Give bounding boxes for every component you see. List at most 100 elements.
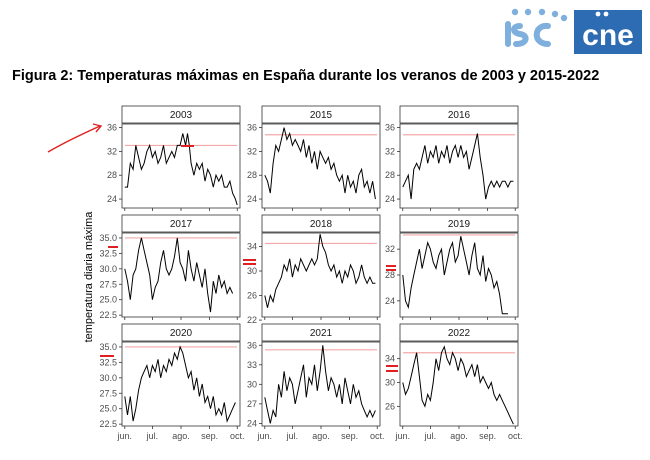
y-tick-label: 25.0 — [99, 404, 117, 414]
strip-2016 — [399, 105, 519, 124]
y-tick-label: 22.5 — [99, 310, 117, 320]
series-line-2021 — [264, 345, 376, 424]
y-tick-label: 25.0 — [99, 295, 117, 305]
strip-label-2020: 2020 — [170, 328, 193, 339]
strip-2015 — [261, 105, 381, 124]
x-tick-label: jul. — [146, 431, 159, 441]
plot-area-2022 — [399, 341, 519, 427]
x-tick-label: ago. — [172, 431, 190, 441]
x-tick-label: oct. — [508, 431, 523, 441]
y-tick-label: 32 — [107, 146, 117, 156]
panel-2017: 2017 22.5 25.0 27.5 30.0 32.5 35.0 — [99, 214, 241, 320]
strip-2019 — [399, 214, 519, 233]
y-tick-label: 26 — [385, 401, 395, 411]
figure-title: Figura 2: Temperaturas máximas en España… — [12, 68, 600, 84]
strip-2021 — [261, 323, 381, 342]
y-tick-label: 34 — [385, 354, 395, 364]
x-tick-label: jun. — [395, 431, 411, 441]
y-tick-label: 32.5 — [99, 248, 117, 258]
panel-2016: 2016 24 28 32 36 — [385, 105, 519, 211]
x-tick-label: ago. — [312, 431, 330, 441]
y-tick-label: 36 — [247, 123, 257, 133]
plot-area-2015 — [261, 123, 381, 209]
series-line-2019 — [402, 236, 508, 315]
y-tick-label: 26 — [247, 291, 257, 301]
strip-label-2003: 2003 — [170, 110, 193, 121]
strip-label-2019: 2019 — [448, 219, 471, 230]
strip-label-2015: 2015 — [310, 110, 333, 121]
panel-2018: 2018 22 26 30 34 — [247, 214, 381, 325]
x-tick-label: sep. — [479, 431, 496, 441]
series-line-2018 — [264, 234, 376, 308]
y-tick-label: 36 — [247, 340, 257, 350]
strip-label-2021: 2021 — [310, 328, 333, 339]
y-tick-label: 24 — [385, 194, 395, 204]
series-line-2015 — [264, 127, 376, 200]
y-tick-label: 28 — [107, 170, 117, 180]
panel-2020: 2020 22.5 25.0 27.5 30.0 32.5 35.0 jun. jul. ago.… — [99, 323, 245, 441]
x-tick-label: jul. — [286, 431, 299, 441]
plot-area-2003 — [121, 123, 241, 209]
y-tick-label: 32 — [385, 146, 395, 156]
annotation-arrowhead — [92, 123, 103, 133]
x-tick-label: jul. — [424, 431, 437, 441]
x-tick-label: jun. — [117, 431, 133, 441]
y-tick-label: 30 — [385, 378, 395, 388]
x-tick-label: oct. — [370, 431, 385, 441]
y-tick-label: 24 — [385, 296, 395, 306]
y-tick-label: 35.0 — [99, 342, 117, 352]
panel-2022: 2022 26 30 34 jun. jul. ago. sep. oct. — [385, 323, 523, 441]
logo-cne-box — [574, 10, 642, 54]
strip-2022 — [399, 323, 519, 342]
y-tick-label: 33 — [247, 360, 257, 370]
hand-annotations — [47, 123, 398, 372]
y-tick-label: 24 — [247, 194, 257, 204]
y-tick-label: 28 — [247, 170, 257, 180]
y-axis-label: temperatura diaria máxima — [83, 211, 95, 343]
strip-label-2016: 2016 — [448, 110, 471, 121]
cne-logo: cne — [505, 8, 642, 54]
series-line-2020 — [124, 345, 236, 423]
logo-cne-text: cne — [582, 19, 634, 52]
y-tick-label: 32 — [385, 244, 395, 254]
strip-label-2017: 2017 — [170, 219, 193, 230]
y-tick-label: 22 — [247, 315, 257, 325]
y-tick-label: 28 — [385, 170, 395, 180]
y-tick-label: 34 — [247, 241, 257, 251]
series-line-2003 — [124, 133, 238, 206]
y-tick-label: 27 — [247, 399, 257, 409]
y-tick-label: 28 — [385, 270, 395, 280]
panel-2015: 2015 24 28 32 36 — [247, 105, 381, 211]
plot-area-2018 — [261, 232, 381, 318]
y-tick-label: 27.5 — [99, 388, 117, 398]
y-tick-label: 32 — [247, 146, 257, 156]
plot-area-2021 — [261, 341, 381, 427]
y-tick-label: 35.0 — [99, 233, 117, 243]
series-line-2016 — [402, 133, 514, 200]
y-tick-label: 30 — [247, 379, 257, 389]
panel-2019: 2019 24 28 32 — [385, 214, 519, 320]
y-tick-label: 27.5 — [99, 279, 117, 289]
y-tick-label: 24 — [247, 418, 257, 428]
x-tick-label: ago. — [450, 431, 468, 441]
strip-label-2018: 2018 — [310, 219, 333, 230]
y-tick-label: 30.0 — [99, 264, 117, 274]
x-tick-label: oct. — [230, 431, 245, 441]
strip-label-2022: 2022 — [448, 328, 471, 339]
y-tick-label: 22.5 — [99, 419, 117, 429]
chart-panels: 2003 24 28 32 36 2015 24 28 32 36 2016 24 28 32 36 2017… — [99, 105, 523, 441]
panel-2021: 2021 24 27 30 33 36 jun. jul. ago. sep. oct. — [247, 323, 385, 441]
x-tick-label: jun. — [257, 431, 273, 441]
series-line-2022 — [402, 345, 514, 425]
strip-2018 — [261, 214, 381, 233]
strip-2017 — [121, 214, 241, 233]
annotation-arrow — [47, 125, 101, 153]
y-tick-label: 24 — [107, 194, 117, 204]
y-tick-label: 36 — [385, 123, 395, 133]
panel-2003: 2003 24 28 32 36 — [107, 105, 241, 211]
y-tick-label: 36 — [107, 123, 117, 133]
series-line-2017 — [124, 237, 234, 313]
y-tick-label: 30 — [247, 266, 257, 276]
x-tick-label: sep. — [341, 431, 358, 441]
